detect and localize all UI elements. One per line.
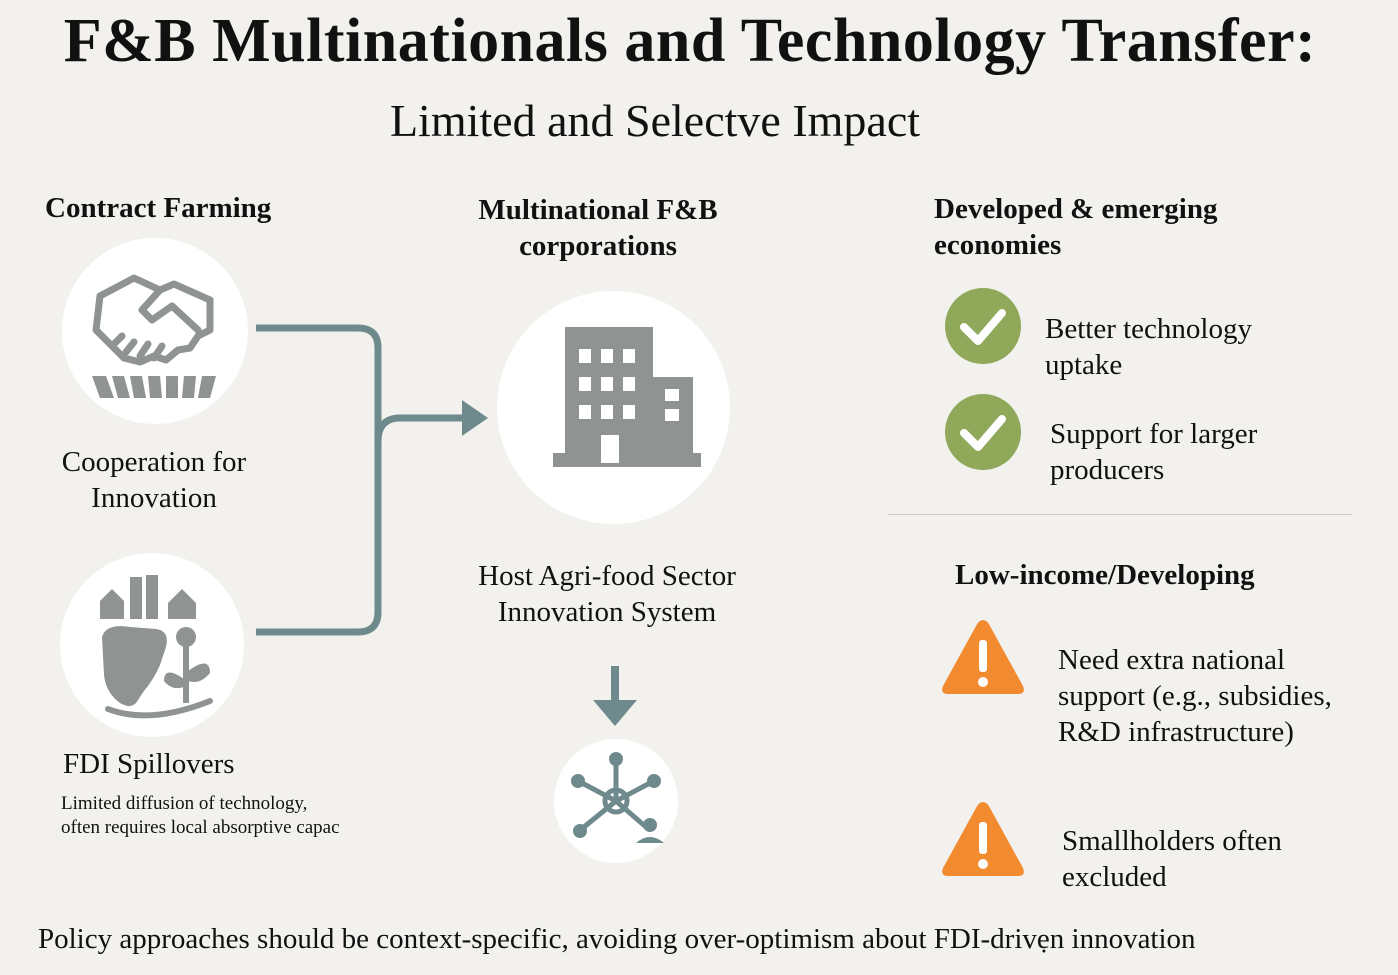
innovation-system-line2: Innovation System [497, 596, 717, 628]
low-income-item-2-line1: Smallholders often [1062, 825, 1282, 857]
multinational-heading-line1: Multinational F&B [478, 194, 718, 226]
low-income-item-1-line1: Need extra national [1058, 644, 1286, 676]
contract-farming-heading: Contract Farming [45, 192, 272, 224]
developed-heading: Developed & emerging economies [934, 191, 1218, 263]
developed-item-2-line1: Support for larger [1050, 418, 1258, 450]
developed-item-1-line2: uptake [1045, 349, 1123, 381]
fdi-note: Limited diffusion of technology, often r… [61, 792, 340, 840]
multinational-heading: Multinational F&B corporations [448, 192, 748, 264]
cooperation-label: Cooperation for Innovation [0, 444, 308, 516]
connector-bracket [256, 324, 488, 636]
developed-heading-line1: Developed & emerging [934, 193, 1218, 225]
page-subtitle: Limited and Selectve Impact [389, 95, 921, 146]
developed-item-2: Support for larger producers [1050, 416, 1257, 488]
developed-item-1-line1: Better technology [1045, 313, 1252, 345]
low-income-item-2: Smallholders often excluded [1062, 823, 1282, 895]
network-hub-icon [571, 752, 664, 843]
low-income-item-2-line2: excluded [1062, 861, 1167, 893]
innovation-system-label: Host Agri-food Sector Innovation System [446, 558, 768, 630]
fdi-circle [60, 553, 244, 737]
office-building-icon [553, 327, 701, 467]
corporation-circle [497, 291, 730, 524]
policy-footer: Policy approaches should be context-spec… [38, 923, 1196, 955]
cooperation-label-line1: Cooperation for [61, 446, 247, 478]
developed-heading-line2: economies [934, 229, 1062, 261]
fdi-note-line1: Limited diffusion of technology, [61, 793, 308, 814]
developed-item-1: Better technology uptake [1045, 311, 1252, 383]
fdi-note-line2: often requires local absorptive capac [61, 817, 340, 838]
low-income-item-1-line2: support (e.g., subsidies, [1058, 680, 1332, 712]
low-income-item-1-line3: R&D infrastructure) [1058, 716, 1294, 748]
warning-icon [942, 620, 1024, 694]
handshake-circle [62, 238, 248, 424]
fdi-spillovers-label: FDI Spillovers [63, 748, 235, 780]
cooperation-label-line2: Innovation [91, 482, 217, 514]
multinational-heading-line2: corporations [519, 230, 677, 262]
arrow-down-icon [593, 666, 637, 726]
developed-item-2-line2: producers [1050, 454, 1165, 486]
warning-icon [942, 802, 1024, 876]
innovation-system-line1: Host Agri-food Sector [478, 560, 736, 592]
check-icon [945, 288, 1021, 364]
handshake-icon [92, 274, 216, 398]
section-divider [888, 514, 1352, 515]
low-income-heading: Low-income/Developing [955, 559, 1255, 591]
farm-village-icon [100, 575, 213, 719]
low-income-item-1: Need extra national support (e.g., subsi… [1058, 642, 1332, 750]
network-circle [554, 739, 678, 863]
arrow-right-icon [462, 400, 488, 436]
page-title: F&B Multinationals and Technology Transf… [63, 7, 1317, 75]
check-icon [945, 394, 1021, 470]
